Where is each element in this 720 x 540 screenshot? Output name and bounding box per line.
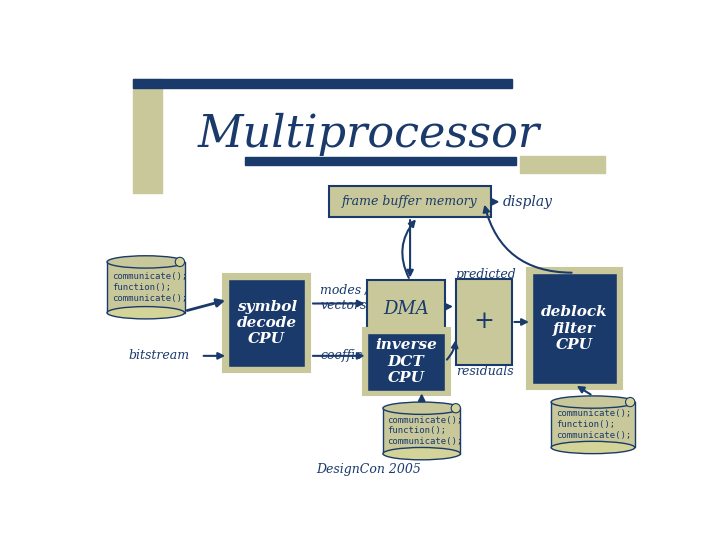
Ellipse shape [551,441,635,454]
Ellipse shape [107,307,184,319]
Text: communicate();: communicate(); [556,431,631,440]
Text: +: + [473,310,494,334]
Bar [363,328,449,395]
Text: DesignCon 2005: DesignCon 2005 [317,463,421,476]
Text: bitstream: bitstream [129,349,190,362]
Ellipse shape [383,402,461,414]
Text: DMA: DMA [383,300,429,318]
Bar [107,262,184,313]
Bar [329,186,492,217]
Text: communicate();: communicate(); [556,409,631,418]
Ellipse shape [451,403,461,413]
Bar [532,273,617,384]
Text: function();: function(); [112,283,171,292]
Bar [527,268,621,389]
Bar [367,333,445,390]
Text: deblock
filter
CPU: deblock filter CPU [541,305,608,352]
Bar [367,280,445,338]
Bar [132,79,162,193]
Bar [228,279,305,367]
Bar [245,157,516,165]
Text: communicate();: communicate(); [387,437,463,446]
Bar [520,156,606,173]
Text: coefficients: coefficients [320,349,393,362]
Bar [132,79,513,88]
Ellipse shape [383,448,461,460]
Text: function();: function(); [387,427,446,435]
Text: communicate();: communicate(); [387,416,463,424]
Text: modes /
vectors: modes / vectors [320,284,369,312]
Text: display: display [503,195,552,209]
Text: communicate();: communicate(); [112,272,187,281]
Bar [223,274,310,372]
Ellipse shape [551,396,635,408]
Text: residuals: residuals [456,364,513,378]
Text: function();: function(); [556,420,615,429]
Bar [383,408,461,454]
Text: communicate();: communicate(); [112,294,187,302]
Text: Multiprocessor: Multiprocessor [198,112,540,156]
Text: inverse
DCT
CPU: inverse DCT CPU [375,339,437,385]
Text: predicted: predicted [456,268,516,281]
Bar [456,279,512,365]
Ellipse shape [175,257,184,267]
Bar [551,402,635,448]
Text: frame buffer memory: frame buffer memory [342,195,478,208]
Text: symbol
decode
CPU: symbol decode CPU [237,300,297,346]
Ellipse shape [107,256,184,268]
Ellipse shape [626,397,635,407]
